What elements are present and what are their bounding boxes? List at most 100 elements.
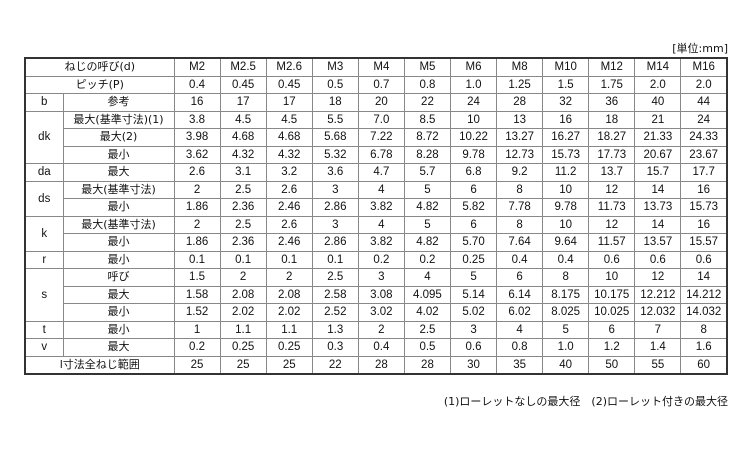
value-cell: 3 — [311, 215, 359, 234]
value-cell: 0.4 — [496, 250, 544, 269]
value-cell: 2.5 — [219, 215, 267, 234]
value-cell: 1.1 — [219, 320, 267, 339]
value-cell: 1.4 — [634, 338, 682, 357]
value-cell: 17.73 — [588, 145, 636, 164]
value-cell: 4.095 — [403, 285, 451, 304]
value-cell: 0.3 — [311, 338, 359, 357]
value-cell: 3.8 — [173, 110, 221, 129]
value-cell: 15.73 — [680, 198, 728, 217]
value-cell: 6.8 — [449, 163, 498, 182]
value-cell: 1.2 — [588, 338, 636, 357]
value-cell: 20.67 — [634, 145, 682, 164]
row-label: 最大(基準寸法) — [62, 180, 175, 199]
symbol-cell: dk — [24, 110, 64, 164]
value-cell: 0.25 — [219, 338, 267, 357]
value-cell: 2.02 — [265, 303, 313, 322]
full-thread-value: 28 — [357, 355, 405, 375]
value-cell: 3.6 — [311, 163, 359, 182]
value-cell: 4.7 — [357, 163, 405, 182]
value-cell: 5.5 — [311, 110, 359, 129]
value-cell: 18 — [588, 110, 636, 129]
pitch-value: 0.7 — [357, 75, 405, 94]
table-row: 最小 1.86 2.36 2.46 2.86 3.82 4.82 5.82 7.78 9.78 11… — [25, 198, 728, 217]
full-thread-value: 22 — [311, 355, 359, 375]
value-cell: 1.58 — [173, 285, 221, 304]
value-cell: 3 — [357, 268, 405, 287]
size-header: M2.5 — [219, 57, 267, 77]
size-header: M4 — [357, 57, 405, 77]
size-header: M5 — [403, 57, 451, 77]
value-cell: 9.2 — [496, 163, 544, 182]
value-cell: 2.58 — [311, 285, 359, 304]
value-cell: 13.27 — [496, 128, 544, 147]
value-cell: 7.78 — [496, 198, 544, 217]
table-row: ds 最大(基準寸法) 2 2.5 2.6 3 4 5 6 8 10 12 14 16 — [24, 180, 728, 217]
pitch-value: 0.45 — [265, 75, 313, 94]
value-cell: 0.25 — [265, 338, 313, 357]
value-cell: 0.5 — [403, 338, 451, 357]
value-cell: 10.22 — [449, 128, 498, 147]
symbol-cell: r — [24, 250, 64, 269]
value-cell: 4.02 — [403, 303, 451, 322]
value-cell: 2.86 — [311, 233, 359, 252]
row-label: 最小 — [62, 250, 175, 269]
table-row: v 最大 0.2 0.25 0.25 0.3 0.4 0.5 0.6 0.8 1.0 1.2 1.4 1.… — [24, 338, 728, 357]
value-cell: 6 — [496, 268, 544, 287]
value-cell: 13 — [496, 110, 544, 129]
value-cell: 2.6 — [265, 180, 313, 199]
value-cell: 4.82 — [403, 233, 451, 252]
pitch-value: 2.0 — [634, 75, 682, 94]
value-cell: 15.7 — [634, 163, 682, 182]
value-cell: 3.2 — [265, 163, 313, 182]
full-thread-value: 25 — [265, 355, 313, 375]
value-cell: 1.0 — [542, 338, 590, 357]
value-cell: 3.82 — [357, 198, 405, 217]
symbol-cell: k — [24, 215, 64, 252]
value-cell: 1.52 — [173, 303, 221, 322]
value-cell: 13.57 — [634, 233, 682, 252]
value-cell: 8.025 — [542, 303, 590, 322]
value-cell: 1.1 — [265, 320, 313, 339]
row-label: 最小 — [62, 198, 175, 217]
value-cell: 5.02 — [449, 303, 498, 322]
value-cell: 10 — [542, 215, 590, 234]
value-cell: 44 — [680, 93, 728, 112]
pitch-value: 1.0 — [449, 75, 498, 94]
value-cell: 8.5 — [403, 110, 451, 129]
size-header: M3 — [311, 57, 359, 77]
value-cell: 8 — [680, 320, 728, 339]
value-cell: 18 — [311, 93, 359, 112]
size-header: M12 — [588, 57, 636, 77]
value-cell: 24 — [680, 110, 728, 129]
value-cell: 2.46 — [265, 233, 313, 252]
size-header: M14 — [634, 57, 682, 77]
full-thread-value: 60 — [680, 355, 728, 375]
value-cell: 13.73 — [634, 198, 682, 217]
full-thread-value: 35 — [496, 355, 544, 375]
value-cell: 3 — [311, 180, 359, 199]
symbol-cell: b — [24, 93, 64, 112]
unit-label: [単位:mm] — [672, 42, 728, 55]
value-cell: 23.67 — [680, 145, 728, 164]
value-cell: 0.2 — [357, 250, 405, 269]
value-cell: 7.64 — [496, 233, 544, 252]
pitch-value: 0.45 — [219, 75, 267, 94]
value-cell: 3.08 — [357, 285, 405, 304]
value-cell: 11.2 — [542, 163, 590, 182]
value-cell: 3.62 — [173, 145, 221, 164]
pitch-row: ピッチ(P) 0.4 0.45 0.45 0.5 0.7 0.8 1.0 1.25 1.5 1.75… — [24, 75, 728, 94]
row-label: 最小 — [62, 320, 175, 339]
value-cell: 17 — [219, 93, 267, 112]
value-cell: 3.98 — [173, 128, 221, 147]
value-cell: 22 — [403, 93, 451, 112]
value-cell: 15.73 — [542, 145, 590, 164]
value-cell: 4 — [357, 180, 405, 199]
value-cell: 40 — [634, 93, 682, 112]
value-cell: 1.3 — [311, 320, 359, 339]
dimension-table: ねじの呼び(d) M2 M2.5 M2.6 M3 M4 M5 M6 M8 M10 M12 M14 M16… — [24, 57, 728, 375]
row-label: 最大 — [62, 338, 175, 357]
value-cell: 1.6 — [680, 338, 728, 357]
value-cell: 2 — [173, 215, 221, 234]
size-header: M2 — [173, 57, 221, 77]
value-cell: 1 — [173, 320, 221, 339]
